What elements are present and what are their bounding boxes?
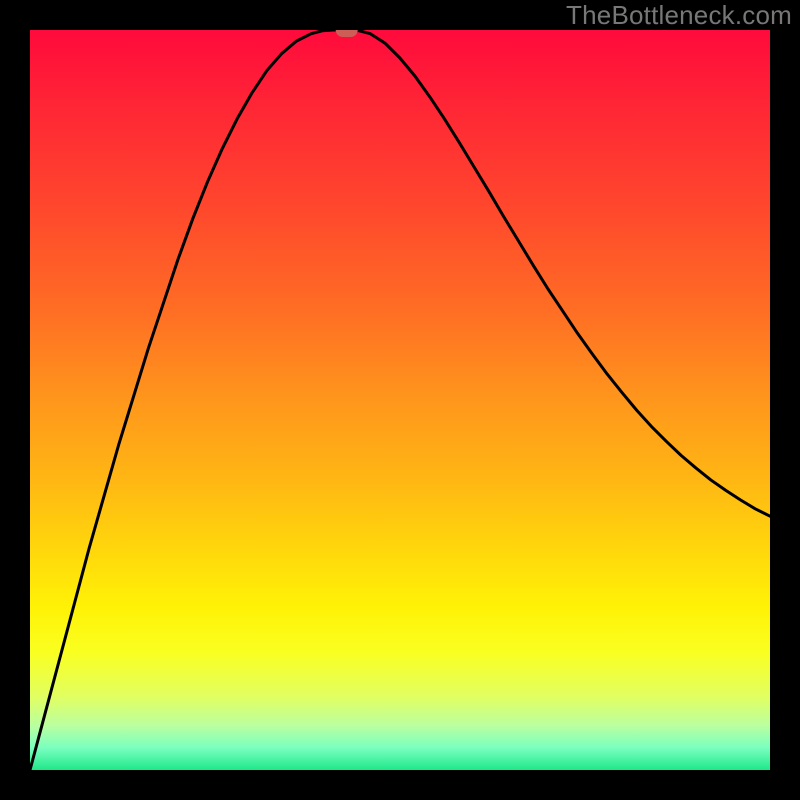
- chart-container: TheBottleneck.com: [0, 0, 800, 800]
- plot-background-gradient: [30, 30, 770, 770]
- watermark-text: TheBottleneck.com: [566, 0, 792, 31]
- bottleneck-chart: [0, 0, 800, 800]
